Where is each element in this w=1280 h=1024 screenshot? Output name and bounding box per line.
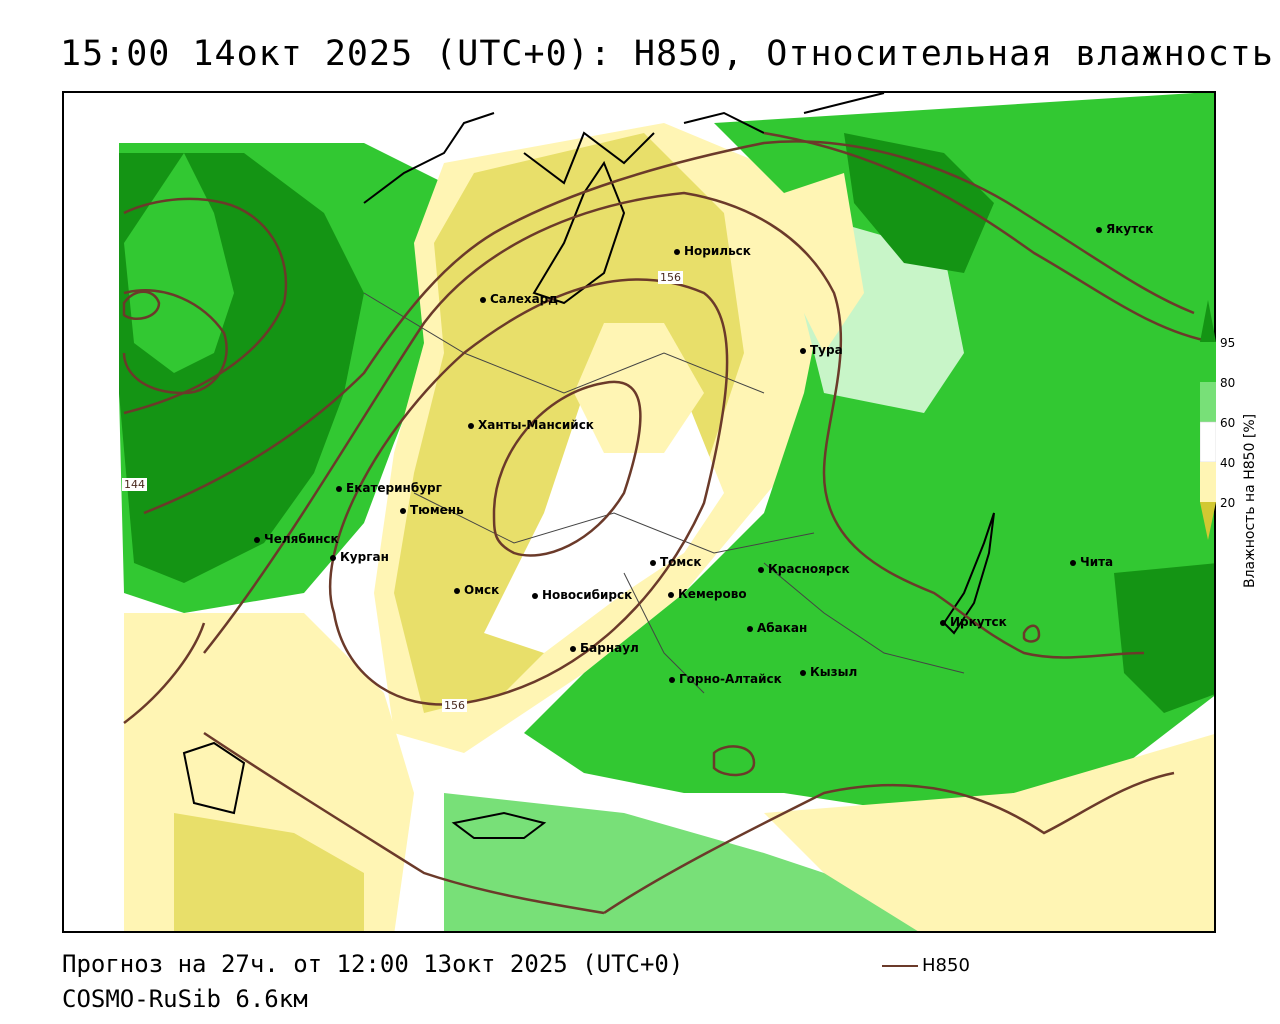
- contour-label: 144: [122, 478, 147, 491]
- contour-south: [123, 622, 1175, 915]
- legend-swatch: [1200, 421, 1216, 463]
- humidity-zone-east-green: [524, 93, 1214, 813]
- city-dot-icon: [454, 587, 460, 594]
- coastline-yamal: [532, 160, 626, 305]
- caspian-sea: [182, 741, 246, 815]
- legend-title: Влажность на H850 [%]: [1242, 413, 1258, 588]
- city-dot-icon: [800, 669, 806, 676]
- city-marker[interactable]: Барнаул: [570, 641, 639, 655]
- humidity-zone-west-light: [124, 153, 234, 373]
- contour-small-loop-2: [1022, 624, 1041, 643]
- city-dot-icon: [674, 248, 680, 255]
- humidity-zone-southwest-deep: [174, 813, 364, 931]
- legend-tick-label: 80: [1220, 376, 1236, 390]
- city-marker[interactable]: Новосибирск: [532, 588, 632, 602]
- legend-tick-label: 60: [1220, 416, 1236, 430]
- city-marker[interactable]: Ханты-Мансийск: [468, 418, 594, 432]
- legend-tick-label: 40: [1220, 456, 1236, 470]
- city-marker[interactable]: Екатеринбург: [336, 481, 442, 495]
- humidity-zone-south-green: [444, 793, 921, 931]
- city-marker[interactable]: Тура: [800, 343, 843, 357]
- city-marker[interactable]: Томск: [650, 555, 702, 569]
- city-marker[interactable]: Челябинск: [254, 532, 339, 546]
- city-marker[interactable]: Красноярск: [758, 562, 850, 576]
- humidity-zone-east-dark: [1114, 563, 1214, 713]
- city-dot-icon: [570, 645, 576, 652]
- legend-swatch: [1200, 462, 1216, 502]
- humidity-zone-central-mid: [394, 133, 744, 713]
- city-dot-icon: [480, 296, 486, 303]
- city-marker[interactable]: Салехард: [480, 292, 558, 306]
- contour-arctic: [763, 131, 1214, 344]
- lake-balkhash: [451, 811, 547, 839]
- legend-swatch-bottom: [1200, 502, 1216, 540]
- city-dot-icon: [532, 592, 538, 599]
- contour-line-legend: H850: [882, 955, 970, 976]
- city-marker[interactable]: Тюмень: [400, 503, 464, 517]
- contour-west-2: [123, 197, 288, 415]
- city-marker[interactable]: Омск: [454, 583, 499, 597]
- city-dot-icon: [336, 485, 342, 492]
- coastline-north: [363, 93, 885, 204]
- map-title: 15:00 14окт 2025 (UTC+0): H850, Относите…: [60, 34, 1274, 74]
- humidity-zone-northeast-dark: [844, 133, 994, 273]
- contour-west-loop: [122, 289, 228, 395]
- city-dot-icon: [747, 625, 753, 632]
- line-swatch-icon: [882, 965, 918, 967]
- city-marker[interactable]: Якутск: [1096, 222, 1153, 236]
- legend-swatch-top: [1200, 300, 1216, 342]
- city-marker[interactable]: Горно-Алтайск: [669, 672, 782, 686]
- model-name: COSMO-RuSib 6.6км: [62, 985, 308, 1013]
- humidity-map: [64, 93, 1214, 931]
- city-marker[interactable]: Норильск: [674, 244, 751, 258]
- legend-tick-label: 20: [1220, 496, 1236, 510]
- city-dot-icon: [800, 347, 806, 354]
- contour-small-loop-3: [122, 290, 161, 320]
- city-dot-icon: [330, 554, 336, 561]
- contour-outer-1: [203, 191, 1145, 659]
- contour-inner: [492, 380, 642, 557]
- legend-swatch: [1200, 382, 1216, 422]
- legend-tick-label: 95: [1220, 336, 1236, 350]
- city-dot-icon: [400, 507, 406, 514]
- humidity-zone-central-white: [484, 393, 724, 653]
- city-marker[interactable]: Иркутск: [940, 615, 1007, 629]
- humidity-zone-southeast-yellow: [764, 734, 1214, 931]
- lake-baikal: [942, 512, 995, 635]
- contour-small-loop-1: [712, 745, 756, 777]
- city-marker[interactable]: Чита: [1070, 555, 1113, 569]
- city-marker[interactable]: Кемерово: [668, 587, 747, 601]
- city-marker[interactable]: Абакан: [747, 621, 807, 635]
- contour-label: 156: [658, 271, 683, 284]
- legend-swatch: [1200, 342, 1216, 382]
- city-dot-icon: [1070, 559, 1076, 566]
- humidity-zone-north-white: [784, 173, 864, 353]
- contour-outer-2: [143, 140, 1195, 515]
- legend-colorbar: [1200, 300, 1216, 540]
- city-dot-icon: [1096, 226, 1102, 233]
- forecast-info: Прогноз на 27ч. от 12:00 13окт 2025 (UTC…: [62, 950, 684, 978]
- city-dot-icon: [668, 591, 674, 598]
- city-dot-icon: [468, 422, 474, 429]
- city-marker[interactable]: Курган: [330, 550, 389, 564]
- city-dot-icon: [254, 536, 260, 543]
- city-dot-icon: [758, 566, 764, 573]
- city-dot-icon: [669, 676, 675, 683]
- contour-label: 156: [442, 699, 467, 712]
- city-dot-icon: [940, 619, 946, 626]
- city-dot-icon: [650, 559, 656, 566]
- humidity-legend: 95 80 60 40 20: [1200, 300, 1280, 550]
- city-marker[interactable]: Кызыл: [800, 665, 857, 679]
- map-panel[interactable]: 156 156 144 Якутск Норильск Салехард Тур…: [62, 91, 1216, 933]
- region-borders: [363, 292, 965, 694]
